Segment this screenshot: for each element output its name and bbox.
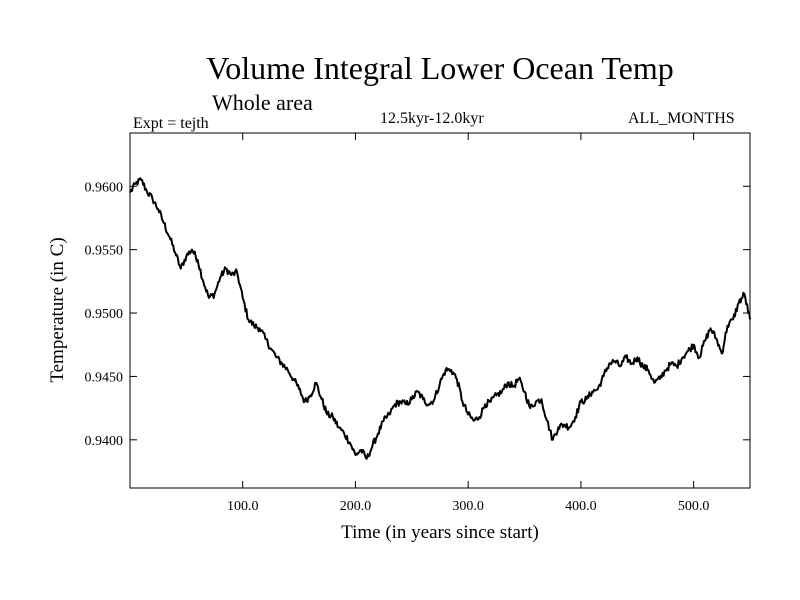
- series-line: [129, 177, 751, 460]
- y-tick-label: 0.9550: [85, 244, 124, 259]
- x-axis-label: Time (in years since start): [341, 522, 539, 543]
- x-tick-label: 400.0: [565, 499, 597, 514]
- chart-title: Volume Integral Lower Ocean Temp: [206, 50, 674, 86]
- y-tick-label: 0.9450: [85, 370, 124, 385]
- x-tick-label: 100.0: [227, 499, 259, 514]
- x-axis: 100.0 200.0 300.0 400.0 500.0: [227, 133, 709, 514]
- y-axis: 0.9400 0.9450 0.9500 0.9550 0.9600: [85, 180, 750, 449]
- x-tick-label: 300.0: [452, 499, 484, 514]
- y-tick-label: 0.9400: [85, 434, 124, 449]
- chart-subtitle: Whole area: [212, 90, 313, 115]
- months-label: ALL_MONTHS: [628, 110, 735, 127]
- plot-frame: [129, 132, 751, 489]
- experiment-label: Expt = tejth: [133, 115, 209, 132]
- y-tick-label: 0.9500: [85, 307, 124, 322]
- x-tick-label: 200.0: [340, 499, 372, 514]
- y-axis-label: Temperature (in C): [47, 237, 68, 382]
- x-tick-label: 500.0: [678, 499, 710, 514]
- period-label: 12.5kyr-12.0kyr: [380, 110, 484, 127]
- y-tick-label: 0.9600: [85, 180, 124, 195]
